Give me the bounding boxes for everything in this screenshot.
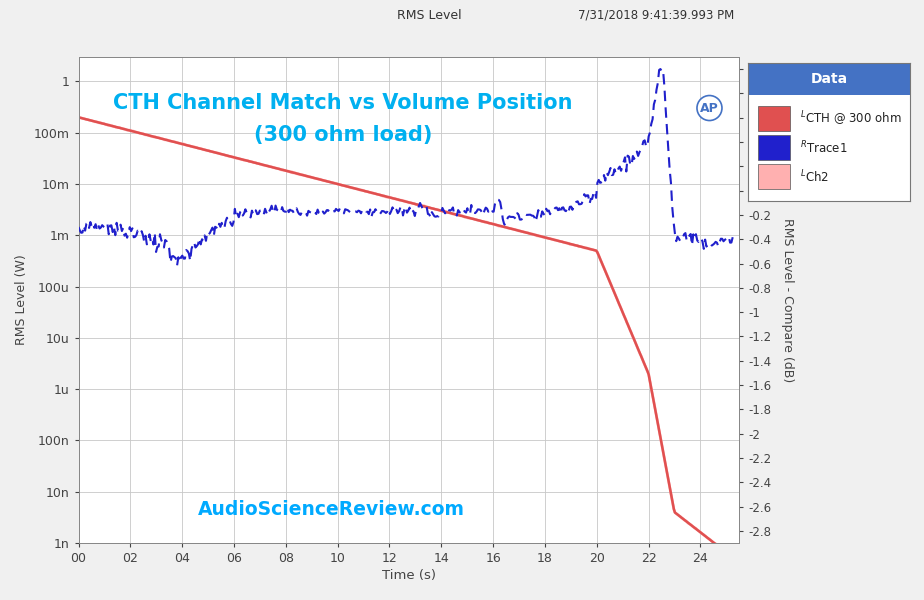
Text: AudioScienceReview.com: AudioScienceReview.com [198, 500, 465, 518]
Bar [758, 164, 791, 189]
X-axis label: Time (s): Time (s) [382, 569, 436, 582]
Text: Data: Data [810, 72, 848, 86]
Y-axis label: RMS Level - Compare (dB): RMS Level - Compare (dB) [781, 218, 794, 382]
Bar [758, 106, 791, 131]
Text: (300 ohm load): (300 ohm load) [253, 125, 432, 145]
Text: AP: AP [700, 101, 719, 115]
Text: RMS Level: RMS Level [397, 9, 462, 22]
Text: $^{L}$CTH @ 300 ohm: $^{L}$CTH @ 300 ohm [800, 110, 902, 128]
Text: $^{R}$Trace1: $^{R}$Trace1 [800, 140, 847, 156]
Y-axis label: RMS Level (W): RMS Level (W) [15, 254, 28, 346]
Text: $^{L}$Ch2: $^{L}$Ch2 [800, 169, 829, 185]
Text: CTH Channel Match vs Volume Position: CTH Channel Match vs Volume Position [113, 93, 573, 113]
Bar [748, 63, 910, 95]
Text: 7/31/2018 9:41:39.993 PM: 7/31/2018 9:41:39.993 PM [578, 9, 735, 22]
Bar [758, 136, 791, 160]
